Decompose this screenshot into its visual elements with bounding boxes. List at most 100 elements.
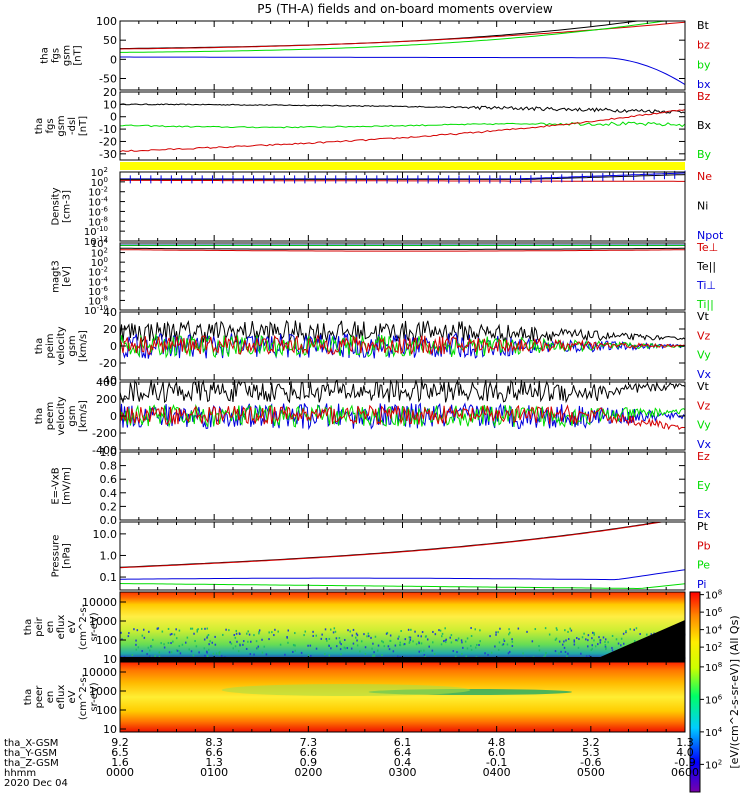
spectrogram-background [120,592,685,662]
y-tick-exponent: 0 [104,176,108,184]
spectrogram-speckle [255,640,258,643]
spectrogram-speckle [611,646,613,649]
spectrogram-speckle [236,640,238,643]
y-tick-label: -200 [92,427,117,440]
spectrogram-speckle [167,642,170,645]
figure-title: P5 (TH-A) fields and on-board moments ov… [257,2,553,16]
spectrogram-speckle [287,629,290,632]
x-axis-value: 0300 [389,766,417,779]
panel-frame [119,171,686,242]
x-axis-row-label: 2020 Dec 04 [4,778,68,789]
spectrogram-speckle [418,640,420,643]
spectrogram-speckle [452,650,455,653]
colorbar-ticks: 108 106 104 102 108 106 104 102 [700,589,723,771]
spectrogram-speckle [440,643,443,646]
spectrogram-speckle [158,651,161,654]
spectrogram-speckle [328,654,331,657]
spectrogram-speckle [470,644,472,647]
spectrogram-speckle [191,627,194,630]
spectrogram-speckle [556,628,558,631]
colorbar-tick-exponent: 6 [718,606,723,614]
spectrogram-speckle [190,650,193,653]
spectrogram-speckle [433,653,436,656]
spectrogram-speckle [181,643,184,646]
y-tick-exponent: -6 [101,285,109,293]
spectrogram-speckle [599,639,602,642]
colorbar-tick-label: 108 [705,661,722,674]
spectrogram-speckle [135,643,137,646]
spectrogram-speckle [324,653,326,656]
spectrogram-speckle [444,639,447,642]
colorbar-tick-exponent: 2 [718,758,722,766]
spectrogram-speckle [328,637,331,640]
spectrogram-speckle [565,639,567,642]
spectrogram-speckle [351,634,354,637]
spectrogram-speckle [188,648,191,651]
spectrogram-speckle [484,652,486,655]
spectrogram-speckle [261,651,264,654]
spectrogram-speckle [161,630,164,633]
legend-entry: Pb [697,539,711,552]
spectrogram-speckle [508,628,510,631]
spectrogram-speckle [578,638,580,641]
legend-entry: Vz [697,329,711,342]
spectrogram-speckle [208,643,210,646]
spectrogram-speckle [366,635,368,638]
spectrogram-speckle [376,649,379,652]
spectrogram-speckle [449,636,451,639]
x-axis-value: 0000 [106,766,134,779]
spectrogram-speckle [426,638,429,641]
spectrogram-speckle [503,639,506,642]
spectrogram-speckle [325,637,328,640]
spectrogram-speckle [148,649,151,652]
spectrogram-speckle [335,645,338,648]
x-axis-value: -0.1 [486,756,507,769]
spectrogram-speckle [598,636,600,639]
spectrogram-speckle [343,646,346,649]
x-axis-row-label: hhmm [4,768,36,779]
spectrogram-speckle [175,637,178,640]
spectrogram-speckle [309,644,312,647]
spectrogram-speckle [253,634,255,637]
spectrogram-speckle [438,629,440,632]
spectrogram-speckle [573,640,576,643]
spectrogram-speckle [466,637,469,640]
panel-peer-eflux: tha peer en eflux eV (cm^2-s-sr-eV) 10000 1000 1… [23,661,686,736]
spectrogram-speckle [439,629,442,632]
spectrogram-speckle [554,650,557,653]
spectrogram-speckle [455,639,457,642]
spectrogram-speckle [564,650,567,653]
y-tick-label: 0.6 [100,473,118,486]
spectrogram-speckle [639,633,641,636]
spectrogram-speckle [397,637,399,640]
spectrogram-speckle [409,638,412,641]
spectrogram-speckle [150,645,153,648]
spectrogram-speckle [206,636,208,639]
y-axis-label-line: sr-eV) [89,682,100,711]
legend-entry: Bt [697,19,710,32]
spectrogram-speckle [356,639,358,642]
spectrogram-speckle [228,629,230,632]
spectrogram-speckle [242,643,244,646]
spectrogram-speckle [256,647,259,650]
spectrogram-speckle [399,641,401,644]
y-tick-exponent: -12 [97,235,108,243]
spectrogram-speckle [340,643,342,646]
y-axis-label-line: peem [45,402,56,430]
spectrogram-speckle [490,651,493,654]
y-axis-label-line: [km/s] [78,330,89,362]
spectrogram-speckle [495,633,497,636]
y-tick-exponent: 4 [104,237,109,245]
legend-entry: Vx [697,368,712,381]
spectrogram-speckle [581,636,584,639]
spectrogram-speckle [604,644,607,647]
y-axis-label-line: eV [67,690,78,703]
spectrogram-background [120,662,685,732]
spectrogram-speckle [561,643,564,646]
spectrogram-speckle [186,636,189,639]
panel-frame [119,451,686,521]
spectrogram-speckle [131,653,134,656]
y-tick-label: 0 [110,410,117,423]
legend-entry: by [697,58,711,71]
panel-frame [119,242,686,311]
